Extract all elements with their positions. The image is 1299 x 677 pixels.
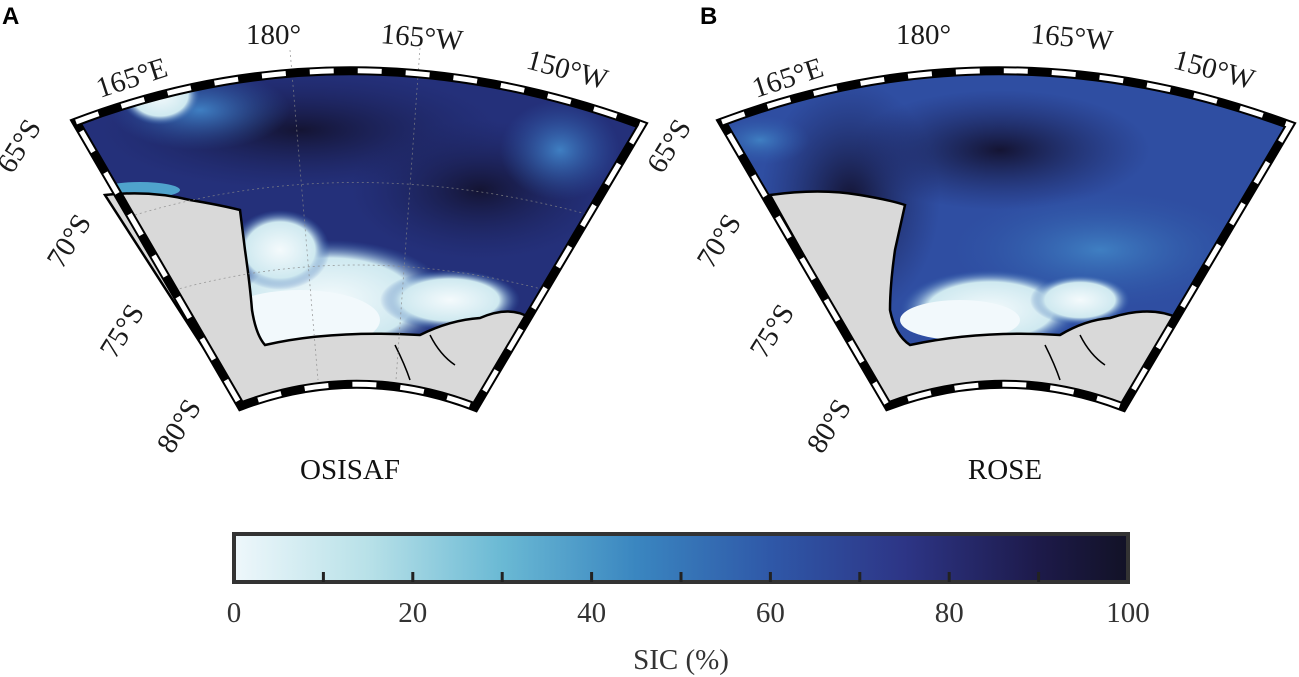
lat-label-65s: 65°S bbox=[641, 114, 698, 179]
lat-label-75s: 75°S bbox=[94, 299, 151, 364]
lat-label-80s: 80°S bbox=[151, 394, 208, 459]
panel-letter: B bbox=[700, 3, 717, 30]
lat-label-80s: 80°S bbox=[801, 394, 858, 459]
panel-b: B 165°E 180° 165°W 150°W 65°S 70°S 75°S … bbox=[641, 3, 1297, 486]
colorbar-tick-label: 20 bbox=[398, 597, 427, 629]
map-frame bbox=[69, 66, 649, 413]
panel-a: A 165°E bbox=[0, 3, 649, 486]
lon-label-180: 180° bbox=[896, 19, 951, 51]
lat-label-65s: 65°S bbox=[0, 114, 48, 179]
colorbar-title: SIC (%) bbox=[633, 644, 729, 676]
lon-label-165w: 165°W bbox=[1029, 18, 1115, 57]
colorbar-tick-label: 60 bbox=[756, 597, 785, 629]
lat-label-75s: 75°S bbox=[744, 299, 801, 364]
lat-label-70s: 70°S bbox=[41, 209, 98, 274]
colorbar-tick-label: 100 bbox=[1106, 597, 1150, 629]
panel-letter: A bbox=[2, 3, 19, 30]
colorbar-tick-label: 0 bbox=[227, 597, 242, 629]
colorbar-tick-label: 40 bbox=[577, 597, 606, 629]
lon-label-150w: 150°W bbox=[523, 44, 612, 96]
lon-label-165w: 165°W bbox=[379, 18, 465, 57]
panel-title: ROSE bbox=[968, 454, 1042, 486]
panel-title: OSISAF bbox=[300, 454, 400, 486]
map-frame bbox=[715, 66, 1297, 413]
colorbar: 0 20 40 60 80 100 SIC (%) bbox=[227, 532, 1150, 676]
lat-label-70s: 70°S bbox=[691, 209, 748, 274]
lon-label-180: 180° bbox=[246, 19, 301, 51]
sic-field bbox=[76, 70, 642, 408]
colorbar-ticks bbox=[321, 572, 1041, 582]
graticule bbox=[134, 47, 591, 381]
colorbar-tick-labels: 0 20 40 60 80 100 bbox=[227, 597, 1150, 629]
colorbar-tick-label: 80 bbox=[935, 597, 964, 629]
